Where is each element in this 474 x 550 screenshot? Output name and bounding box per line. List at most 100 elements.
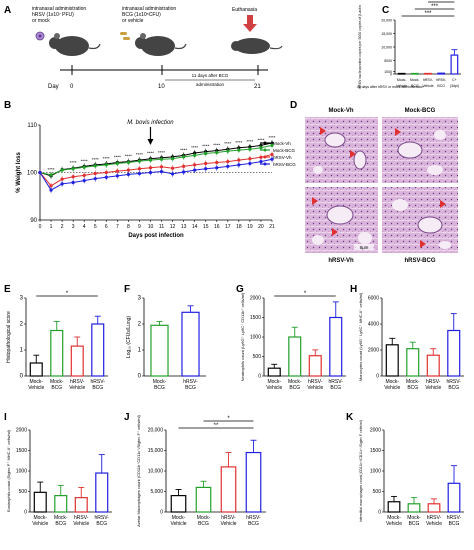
- panel-label-k: K: [346, 412, 354, 423]
- panel-label-i: I: [4, 412, 7, 423]
- data-point: [248, 147, 252, 151]
- legend-item-hrsv-bcg: hRSV-BCG: [260, 162, 296, 167]
- significance-label: ****: [235, 140, 242, 145]
- bar: [70, 345, 84, 377]
- y-tick-label: 0: [376, 374, 379, 380]
- bar: [329, 316, 343, 377]
- arrow-icon: [332, 228, 338, 236]
- significance-label: *: [227, 416, 230, 422]
- cfu-chart: 0 1 2 3 Log₁₀ (CFUs/Lung) Mock-BCG hRSV-BCG: [126, 296, 206, 391]
- data-point: [226, 159, 230, 164]
- significance-label: ****: [103, 156, 110, 161]
- scale-bar-label: 5μm: [360, 245, 369, 250]
- data-point: [159, 169, 164, 174]
- data-point: [115, 174, 119, 178]
- data-point: [270, 157, 274, 161]
- significance-label: ****: [213, 143, 220, 148]
- bar: [95, 472, 109, 513]
- y-tick-label: 2000: [370, 428, 381, 434]
- data-point: [38, 170, 42, 175]
- significance-label: ****: [246, 139, 253, 144]
- mouse-icon: [135, 33, 187, 56]
- data-point: [226, 149, 230, 153]
- significance-label: ****: [136, 152, 143, 157]
- x-tick-label: Mock-BCG: [406, 379, 420, 391]
- x-tick-label: 18: [236, 224, 242, 230]
- timeline: [60, 65, 268, 81]
- bar: [308, 355, 322, 377]
- chart-b-legend: Mock-Vh Mock-BCG hRSV-Vh hRSV-BCG: [260, 141, 296, 167]
- y-tick-label: 0: [24, 510, 27, 516]
- x-tick-label: hRSV-BCG: [183, 379, 198, 391]
- y-tick-label: 500: [373, 489, 382, 495]
- y-tick-label: 1000: [250, 335, 261, 341]
- data-point: [182, 155, 186, 159]
- y-axis-label: % Weight loss: [16, 152, 22, 193]
- x-tick-label: 9: [138, 224, 141, 230]
- y-tick-label: 1: [138, 348, 142, 354]
- annotation-label: M. bovis infection: [127, 120, 174, 126]
- x-tick-label: hRSV-BCG: [447, 379, 462, 391]
- data-point: [226, 164, 230, 168]
- interval-line1: 11 days after BCG: [192, 73, 229, 78]
- x-tick-label: hRSV-Vehicle: [307, 379, 323, 391]
- ann-bcg-line3: or vehicle: [122, 18, 144, 24]
- data-point: [270, 152, 274, 157]
- bar: [245, 451, 262, 513]
- data-point: [170, 157, 175, 161]
- data-point: [126, 168, 130, 172]
- euthanasia-arrow-icon: [243, 15, 257, 32]
- x-tick-label: hRSV-Vehicle: [73, 515, 89, 527]
- y-tick-label: 20,000: [148, 428, 164, 434]
- histology-image-mock-vh: [305, 117, 378, 183]
- data-point: [248, 157, 252, 161]
- arrow-icon: [312, 197, 318, 205]
- y-tick-label: 0: [160, 510, 163, 516]
- annotation-arrow-head: [147, 139, 154, 145]
- data-point: [148, 166, 153, 170]
- y-tick-label: 1000: [370, 469, 381, 475]
- x-tick-label: Mock-BCG: [197, 515, 211, 527]
- legend-label: Mock-BCG: [273, 148, 296, 153]
- significance-label: ****: [224, 141, 231, 146]
- y-tick-label: 2000: [250, 296, 261, 302]
- significance-label: ****: [147, 151, 154, 156]
- data-point: [93, 171, 97, 176]
- data-point: [115, 161, 119, 166]
- data-point: [49, 173, 53, 177]
- y-tick-label: 15,000: [148, 448, 164, 454]
- panel-label-j: J: [124, 412, 130, 423]
- timeline-day-21: 21: [254, 84, 261, 90]
- histology-title-hrsv-vh: hRSV-Vh: [328, 258, 354, 264]
- x-tick-label: 21: [269, 224, 275, 230]
- timeline-day-0: 0: [70, 84, 74, 90]
- bar: [195, 486, 212, 513]
- data-point: [60, 177, 64, 181]
- data-point: [237, 158, 241, 162]
- data-point: [159, 157, 164, 161]
- arrow-icon: [420, 240, 426, 248]
- data-point: [71, 167, 75, 171]
- x-tick-label: 11: [159, 224, 164, 230]
- data-point: [204, 151, 208, 156]
- y-axis-label: hRSV nucleoprotein copies per 5000 copie…: [358, 5, 362, 89]
- data-point: [182, 164, 186, 168]
- bar: [267, 367, 281, 377]
- mouse-icon: [231, 38, 283, 54]
- x-tick-label: 6: [105, 224, 108, 230]
- ann-bcg-line2: BCG (1x10⁵CFU): [122, 12, 161, 18]
- significance-label: *: [304, 291, 307, 297]
- x-tick-label: hRSV-BCG: [447, 515, 462, 527]
- bar: [426, 354, 440, 377]
- data-point: [82, 178, 86, 183]
- y-axis-label: Log₁₀ (CFUs/Lung): [126, 316, 132, 358]
- bar: [387, 501, 401, 513]
- y-tick-label: 500: [19, 489, 28, 495]
- data-point: [137, 167, 142, 171]
- y-tick-label: 0: [378, 510, 381, 516]
- y-axis-label: Avelar Macrophages count (CD11b⁺CD11c⁺/S…: [136, 414, 141, 526]
- x-tick-label: 17: [225, 224, 231, 230]
- data-point: [170, 166, 175, 170]
